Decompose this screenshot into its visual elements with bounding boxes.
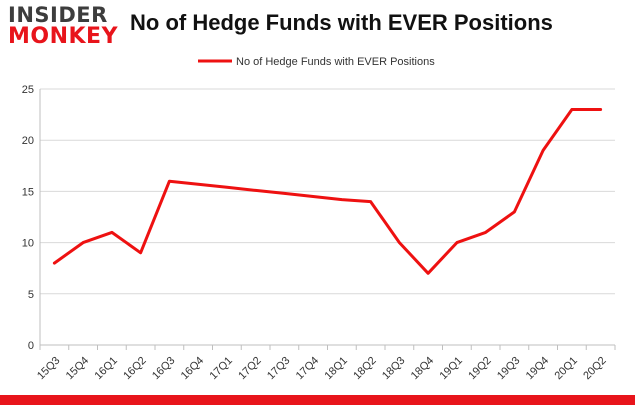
series-line — [52, 108, 603, 275]
x-tick-label: 15Q4 — [64, 355, 92, 383]
x-tick-label: 17Q2 — [236, 355, 264, 383]
data-point — [570, 108, 574, 111]
y-tick-label: 10 — [22, 238, 34, 250]
data-point — [81, 241, 85, 244]
x-tick-label: 18Q3 — [380, 355, 408, 383]
x-tick-label: 18Q2 — [351, 355, 379, 383]
x-tick-label: 19Q3 — [495, 355, 523, 383]
data-point — [283, 192, 286, 195]
y-tick-label: 5 — [28, 289, 34, 301]
x-tick-label: 17Q1 — [207, 355, 235, 383]
logo-line-2: MONKEY — [8, 24, 119, 49]
data-point — [340, 198, 344, 201]
data-point — [398, 241, 401, 244]
data-point — [110, 231, 114, 234]
x-tick-label: 18Q1 — [322, 355, 350, 383]
x-tick-label: 20Q2 — [581, 355, 609, 383]
y-tick-label: 20 — [22, 135, 34, 147]
x-tick-label: 15Q3 — [35, 355, 63, 383]
y-tick-label: 25 — [22, 84, 34, 96]
data-point — [426, 272, 430, 275]
y-tick-label: 15 — [22, 186, 34, 198]
data-point — [139, 251, 142, 255]
x-tick-label: 20Q1 — [552, 355, 580, 383]
legend: No of Hedge Funds with EVER Positions — [198, 56, 435, 68]
data-point — [311, 195, 315, 198]
chart-title: No of Hedge Funds with EVER Positions — [130, 10, 553, 35]
data-point — [254, 189, 257, 192]
logo-line-1: INSIDER — [8, 3, 108, 27]
data-point — [541, 149, 545, 152]
data-point — [484, 231, 487, 234]
x-tick-label: 19Q4 — [524, 355, 552, 383]
x-tick-label: 18Q4 — [409, 355, 437, 383]
series-layer — [52, 108, 603, 275]
insider-monkey-logo: INSIDER MONKEY — [8, 4, 120, 52]
bottom-brand-bar — [0, 395, 635, 405]
x-tick-label: 19Q1 — [437, 355, 465, 383]
x-tick-label: 16Q3 — [150, 355, 178, 383]
x-tick-label: 16Q1 — [92, 355, 120, 383]
data-point — [53, 261, 56, 265]
x-tick-label: 16Q2 — [121, 355, 149, 383]
data-point — [369, 200, 372, 203]
grid-layer — [40, 88, 615, 346]
data-point — [196, 183, 200, 186]
legend-label: No of Hedge Funds with EVER Positions — [236, 56, 435, 68]
x-tick-label: 16Q4 — [179, 355, 207, 383]
data-point — [455, 241, 459, 244]
data-point — [225, 186, 229, 189]
data-point — [599, 108, 602, 111]
data-point — [513, 210, 516, 214]
x-tick-label: 17Q4 — [294, 355, 322, 383]
x-tick-label: 17Q3 — [265, 355, 293, 383]
data-point — [168, 179, 171, 183]
y-tick-label: 0 — [28, 340, 34, 352]
x-tick-label: 19Q2 — [466, 355, 494, 383]
